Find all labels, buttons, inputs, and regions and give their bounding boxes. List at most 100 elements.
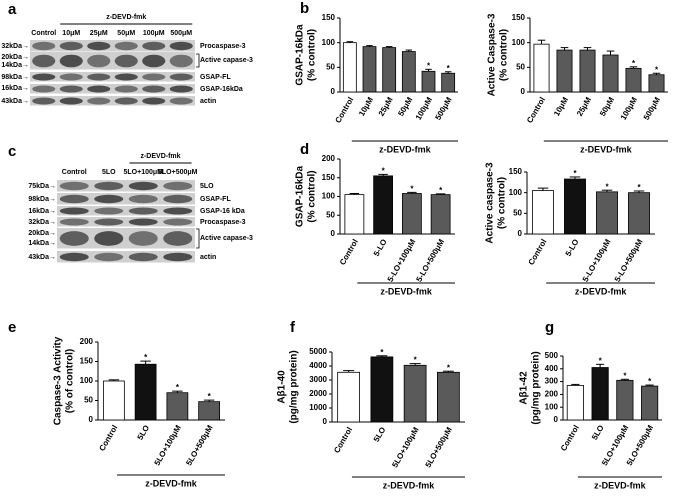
blot-band xyxy=(163,218,193,226)
protein-label: Active capase-3 xyxy=(200,57,253,64)
x-tick-label: 5LO+100μM xyxy=(153,423,184,467)
y-tick-label: 50 xyxy=(513,208,522,217)
blot-band xyxy=(59,194,89,204)
blot-header: z-DEVD-fmk xyxy=(106,14,146,21)
y-axis-label: Caspase-3 Activity xyxy=(53,336,64,425)
lane-label: 500μM xyxy=(170,30,192,37)
x-tick-label: 25μM xyxy=(575,95,593,118)
y-tick-label: 100 xyxy=(322,192,336,201)
x-tick-label: Control xyxy=(338,238,360,267)
group-label: z-DEVD-fmk xyxy=(575,286,627,296)
y-axis-label: (% of control) xyxy=(65,349,76,413)
lane-label: 5LO+500μM xyxy=(158,169,198,176)
x-tick-label: Control xyxy=(559,424,581,453)
bar xyxy=(401,193,422,235)
blot-band xyxy=(128,207,158,215)
blot-band xyxy=(87,97,111,105)
x-tick-label: Control xyxy=(332,426,354,455)
blot-header: z-DEVD-fmk xyxy=(140,153,180,160)
blot-band xyxy=(94,218,124,226)
blot-band xyxy=(94,181,124,191)
y-tick-label: 200 xyxy=(80,337,94,346)
blot-band xyxy=(169,54,193,68)
y-tick-label: 3000 xyxy=(309,375,327,384)
bar xyxy=(556,49,573,93)
blot-band xyxy=(128,194,158,204)
bar xyxy=(337,371,360,423)
protein-label: GSAP-FL xyxy=(200,74,231,81)
blot-band xyxy=(87,73,111,81)
x-tick-label: 5LO+500μM xyxy=(424,425,455,469)
x-tick-label: 10μM xyxy=(552,95,570,118)
blot-band xyxy=(59,73,83,81)
group-label: z-DEVD-fmk xyxy=(580,144,632,154)
x-tick-label: 100μM xyxy=(414,95,434,121)
blot-band xyxy=(163,181,193,191)
y-tick-label: 0 xyxy=(518,229,523,238)
lane-label: 25μM xyxy=(90,30,108,37)
y-tick-label: 4000 xyxy=(309,361,327,370)
y-tick-label: 200 xyxy=(322,154,336,163)
y-tick-label: 0 xyxy=(554,415,559,424)
bracket xyxy=(196,53,200,68)
blot-band xyxy=(94,207,124,215)
significance-star: * xyxy=(605,182,609,191)
significance-star: * xyxy=(144,353,148,362)
significance-star: * xyxy=(410,184,414,193)
blot-band xyxy=(59,218,89,226)
blot-strip xyxy=(57,193,195,205)
bar xyxy=(342,42,357,93)
y-axis-label: (% control) xyxy=(499,29,510,81)
y-axis-label: (% control) xyxy=(307,170,318,222)
blot-band xyxy=(114,54,138,68)
bar xyxy=(591,367,609,421)
x-tick-label: 5LO xyxy=(136,424,152,442)
y-axis-label: (pg/mg protein) xyxy=(289,350,300,423)
y-tick-label: 2000 xyxy=(309,389,327,398)
significance-star: * xyxy=(623,371,627,380)
x-tick-label: 100μM xyxy=(619,95,639,121)
significance-star: * xyxy=(439,186,443,195)
blot-band xyxy=(94,231,124,246)
blot-band xyxy=(114,73,138,81)
blot-band xyxy=(59,97,83,105)
blot-band xyxy=(142,85,166,93)
y-axis-label: Active caspase-3 xyxy=(485,162,496,244)
protein-label: Active capase-3 xyxy=(200,235,253,242)
blot-band xyxy=(163,252,193,262)
y-tick-label: 100 xyxy=(322,38,336,47)
mw-marker: 32kDa→ xyxy=(28,219,56,226)
x-tick-label: 5LO+500μM xyxy=(625,423,656,467)
y-tick-label: 300 xyxy=(545,377,559,386)
y-tick-label: 0 xyxy=(323,417,328,426)
blot-band xyxy=(87,54,111,68)
x-tick-label: 5-LO+100μM xyxy=(581,237,613,283)
significance-star: * xyxy=(447,363,451,372)
y-axis-label: (% control) xyxy=(307,29,318,81)
x-tick-label: 5-LO+500μM xyxy=(613,237,645,283)
x-tick-label: 5-LO xyxy=(372,238,389,258)
blot-band xyxy=(32,73,56,81)
blot-band xyxy=(87,41,111,51)
bar xyxy=(625,67,642,93)
lane-label: 5LO xyxy=(102,169,116,176)
y-tick-label: 150 xyxy=(322,173,336,182)
protein-label: Procaspase-3 xyxy=(200,219,246,226)
lane-label: 10μM xyxy=(62,30,80,37)
protein-label: Procaspase-3 xyxy=(200,43,246,50)
panel-label: g xyxy=(545,319,554,336)
significance-star: * xyxy=(380,348,384,357)
y-tick-label: 1000 xyxy=(309,403,327,412)
significance-star: * xyxy=(632,59,636,68)
x-tick-label: 50μM xyxy=(396,95,414,118)
blot-band xyxy=(169,85,193,93)
bar xyxy=(441,72,456,93)
y-tick-label: 50 xyxy=(84,396,93,405)
significance-star: * xyxy=(208,392,212,401)
protein-label: 5LO xyxy=(200,183,214,190)
x-tick-label: Control xyxy=(527,238,549,267)
y-tick-label: 150 xyxy=(512,13,526,22)
y-tick-label: 500 xyxy=(545,351,559,360)
significance-star: * xyxy=(176,383,180,392)
significance-star: * xyxy=(648,377,652,386)
